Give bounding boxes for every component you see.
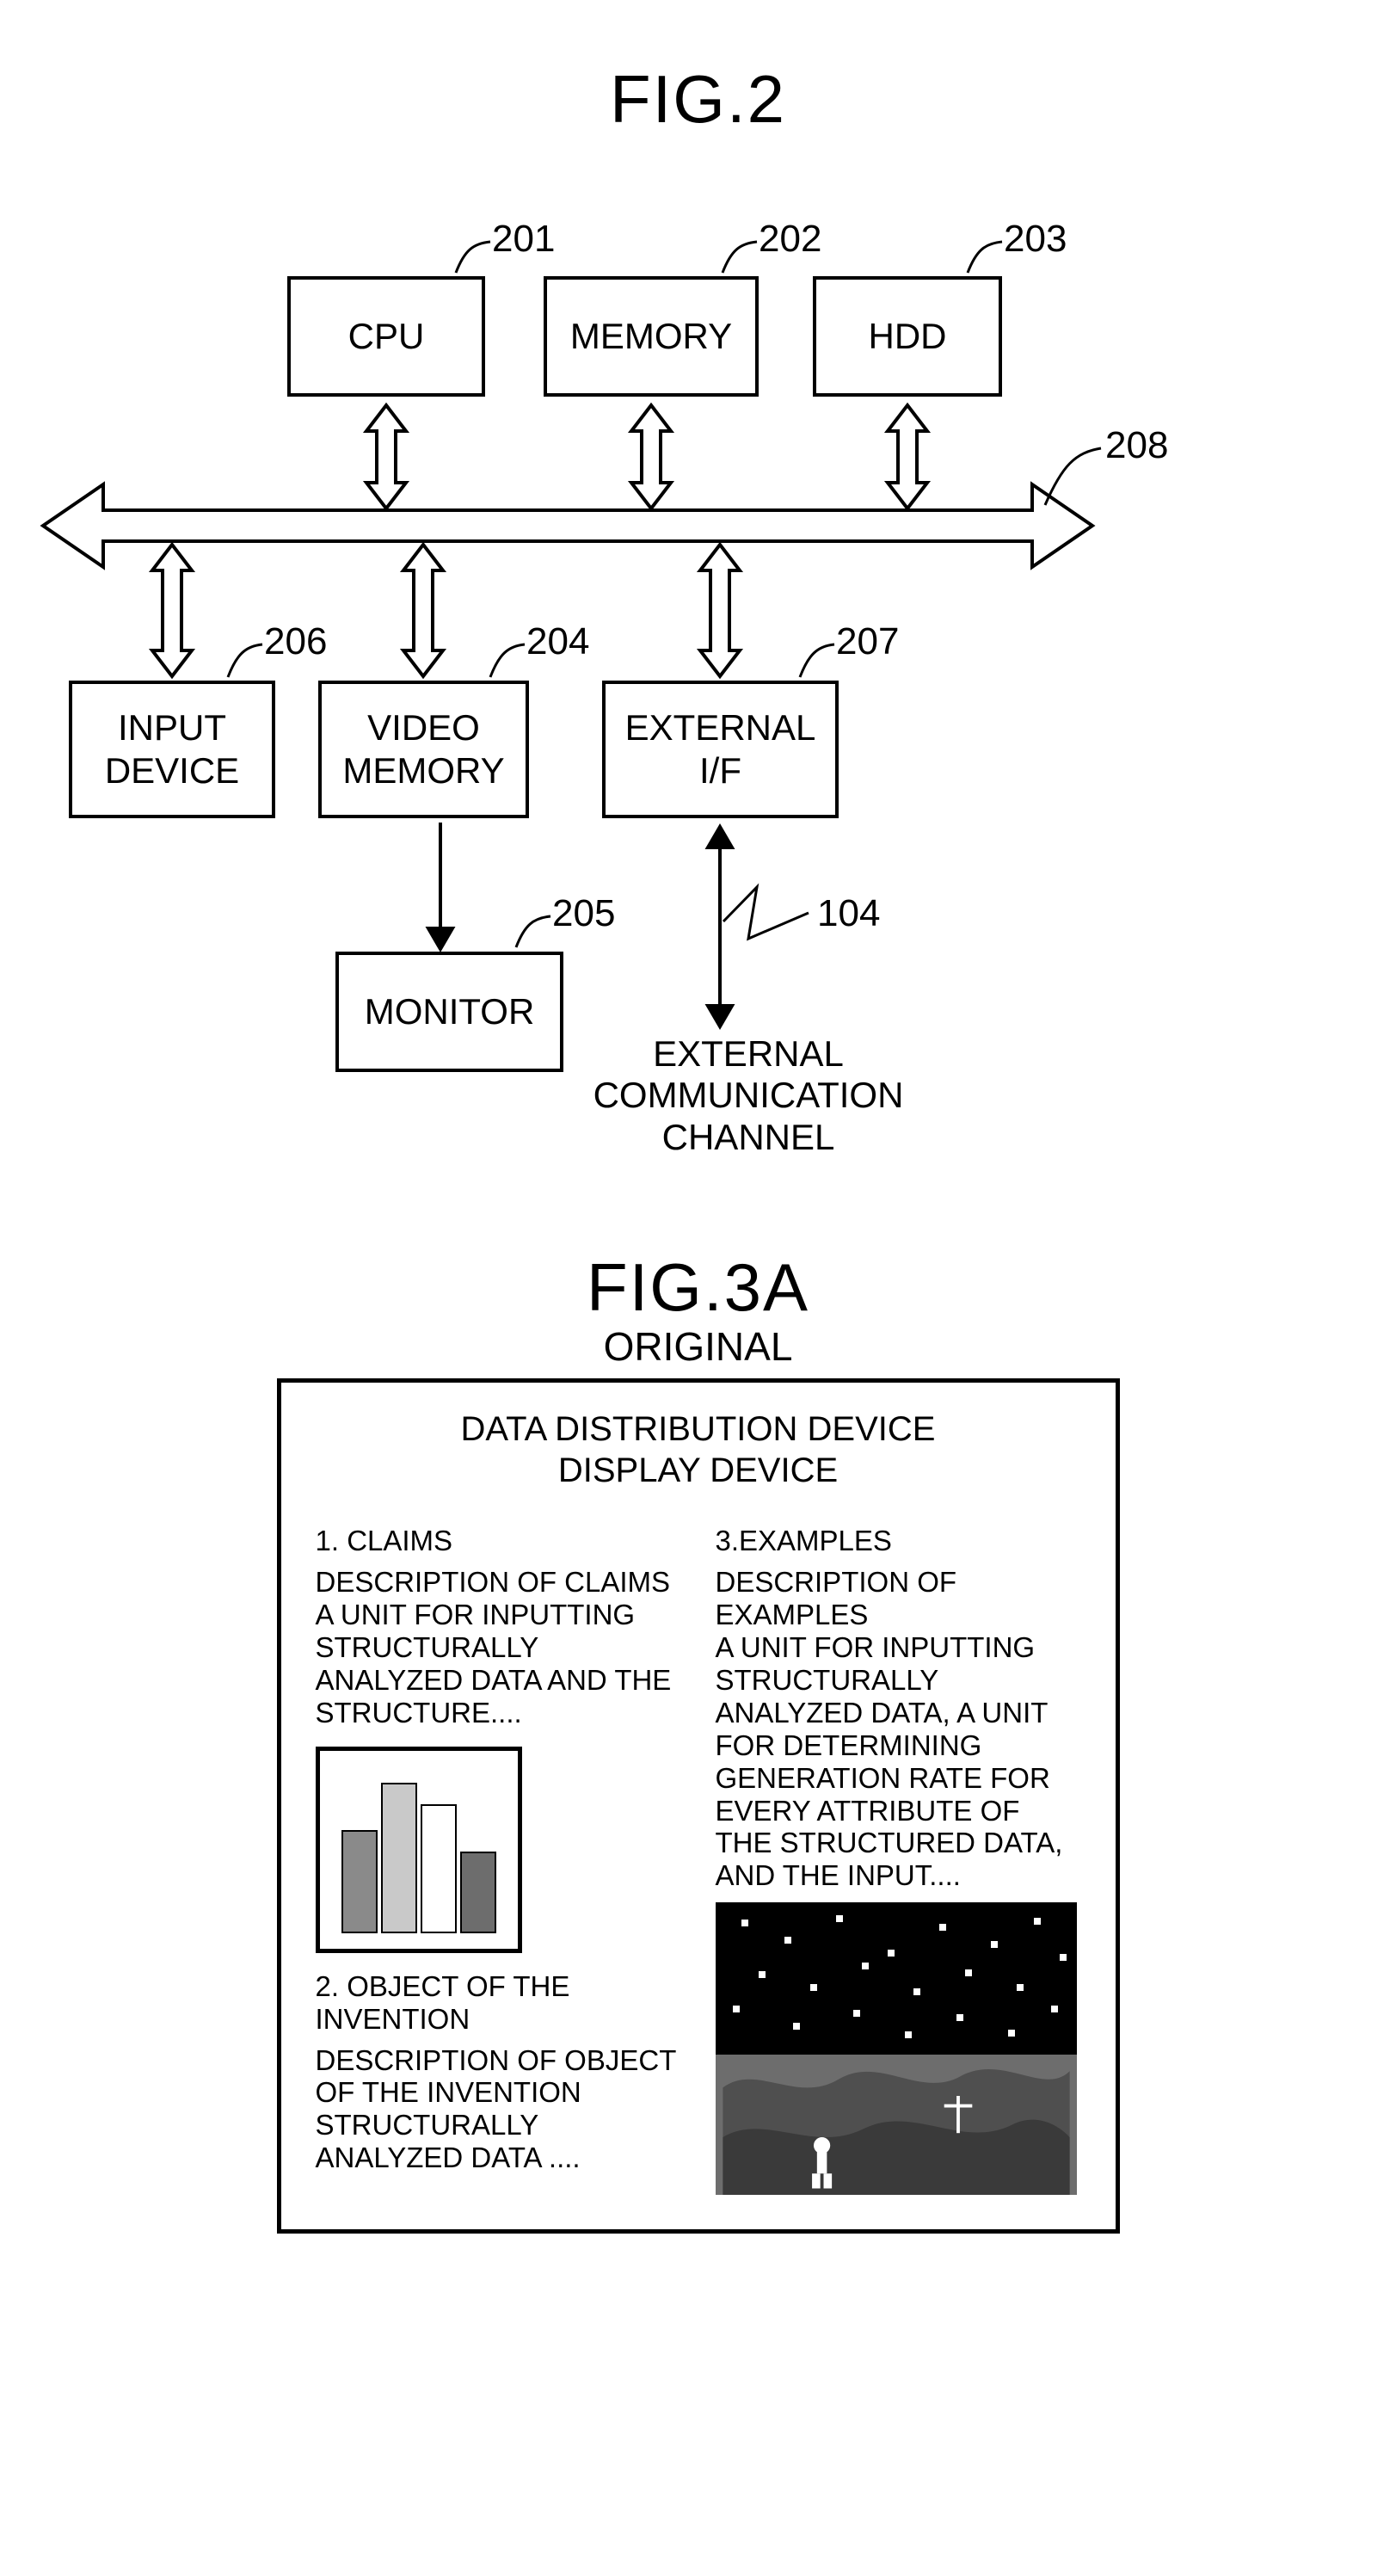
chart-bar-3 bbox=[460, 1852, 496, 1933]
star-icon bbox=[888, 1950, 895, 1957]
bus-arrow bbox=[43, 484, 1092, 567]
fig3a-right-col: 3.EXAMPLES DESCRIPTION OF EXAMPLES A UNI… bbox=[716, 1513, 1081, 2195]
star-icon bbox=[784, 1937, 791, 1944]
star-icon bbox=[836, 1915, 843, 1922]
ref-204: 204 bbox=[526, 620, 589, 663]
sec2-body: DESCRIPTION OF OBJECT OF THE INVENTION S… bbox=[316, 2044, 681, 2175]
ref-hook-202 bbox=[723, 242, 757, 273]
block-external-if-label: EXTERNAL I/F bbox=[625, 706, 816, 793]
fig3a-frame: DATA DISTRIBUTION DEVICE DISPLAY DEVICE … bbox=[277, 1378, 1120, 2234]
star-icon bbox=[810, 1984, 817, 1991]
chart-bar-1 bbox=[381, 1783, 417, 1933]
block-external-if: EXTERNAL I/F bbox=[602, 681, 839, 818]
arrow-cpu-bus bbox=[366, 405, 406, 508]
ref-hook-207 bbox=[800, 644, 834, 677]
sec1-body: DESCRIPTION OF CLAIMS A UNIT FOR INPUTTI… bbox=[316, 1566, 681, 1729]
chart-icon bbox=[316, 1747, 522, 1953]
block-cpu-label: CPU bbox=[348, 315, 425, 358]
photo-ground bbox=[716, 2055, 1077, 2195]
fig3a-header: DATA DISTRIBUTION DEVICE DISPLAY DEVICE bbox=[316, 1408, 1081, 1491]
arrow-videomem-bus bbox=[403, 545, 443, 676]
fig3a-title: FIG.3A bbox=[34, 1248, 1362, 1327]
block-input-device-label: INPUT DEVICE bbox=[105, 706, 239, 793]
star-icon bbox=[1017, 1984, 1024, 1991]
ref-hook-203 bbox=[968, 242, 1002, 273]
sec3-body: DESCRIPTION OF EXAMPLES A UNIT FOR INPUT… bbox=[716, 1566, 1081, 1892]
star-icon bbox=[905, 2031, 912, 2038]
arrow-extif-bus bbox=[700, 545, 740, 676]
sec2-title: 2. OBJECT OF THE INVENTION bbox=[316, 1970, 681, 2036]
ref-202: 202 bbox=[759, 218, 821, 261]
photo-sky bbox=[716, 1902, 1077, 2055]
fig3a-subtitle: ORIGINAL bbox=[34, 1323, 1362, 1370]
block-cpu: CPU bbox=[287, 276, 485, 397]
star-icon bbox=[853, 2010, 860, 2017]
ref-hook-206 bbox=[228, 644, 262, 677]
sec1-title: 1. CLAIMS bbox=[316, 1525, 681, 1557]
ref-hook-204 bbox=[490, 644, 525, 677]
fig2-diagram: CPU 201 MEMORY 202 HDD 203 208 INPUT DEV… bbox=[34, 164, 1362, 1197]
ref-hook-201 bbox=[456, 242, 490, 273]
fig3a-left-col: 1. CLAIMS DESCRIPTION OF CLAIMS A UNIT F… bbox=[316, 1513, 681, 2195]
block-input-device: INPUT DEVICE bbox=[69, 681, 275, 818]
external-channel-text: EXTERNAL COMMUNICATION CHANNEL bbox=[585, 1033, 912, 1158]
star-icon bbox=[991, 1941, 998, 1948]
ref-hook-104 bbox=[723, 887, 809, 939]
photo-ground-svg bbox=[716, 2055, 1077, 2195]
block-memory-label: MEMORY bbox=[570, 315, 732, 358]
star-icon bbox=[939, 1924, 946, 1931]
block-video-memory-label: VIDEO MEMORY bbox=[342, 706, 504, 793]
star-icon bbox=[733, 2006, 740, 2012]
block-hdd: HDD bbox=[813, 276, 1002, 397]
ref-hook-208 bbox=[1045, 448, 1101, 505]
star-icon bbox=[741, 1920, 748, 1926]
ref-104: 104 bbox=[817, 892, 880, 935]
arrow-input-bus bbox=[152, 545, 192, 676]
block-monitor-label: MONITOR bbox=[365, 990, 535, 1033]
block-video-memory: VIDEO MEMORY bbox=[318, 681, 529, 818]
ref-201: 201 bbox=[492, 218, 555, 261]
ref-203: 203 bbox=[1004, 218, 1067, 261]
block-monitor: MONITOR bbox=[335, 952, 563, 1072]
chart-bar-0 bbox=[341, 1830, 378, 1933]
arrow-memory-bus bbox=[631, 405, 671, 508]
ref-hook-205 bbox=[516, 916, 550, 947]
block-memory: MEMORY bbox=[544, 276, 759, 397]
fig3a-columns: 1. CLAIMS DESCRIPTION OF CLAIMS A UNIT F… bbox=[316, 1513, 1081, 2195]
fig2-title: FIG.2 bbox=[34, 60, 1362, 139]
photo-graphic bbox=[716, 1902, 1077, 2195]
star-icon bbox=[862, 1963, 869, 1969]
ref-205: 205 bbox=[552, 892, 615, 935]
star-icon bbox=[759, 1971, 766, 1978]
block-hdd-label: HDD bbox=[869, 315, 947, 358]
arrow-extif-channel bbox=[708, 827, 732, 1026]
star-icon bbox=[913, 1988, 920, 1995]
star-icon bbox=[1034, 1918, 1041, 1925]
ref-207: 207 bbox=[836, 620, 899, 663]
star-icon bbox=[965, 1969, 972, 1976]
star-icon bbox=[956, 2014, 963, 2021]
star-icon bbox=[793, 2023, 800, 2030]
star-icon bbox=[1051, 2006, 1058, 2012]
chart-bar-2 bbox=[421, 1804, 457, 1933]
arrow-videomem-monitor bbox=[428, 823, 452, 949]
star-icon bbox=[1060, 1954, 1067, 1961]
arrow-hdd-bus bbox=[888, 405, 927, 508]
sec3-title: 3.EXAMPLES bbox=[716, 1525, 1081, 1557]
ref-208: 208 bbox=[1105, 424, 1168, 467]
star-icon bbox=[1008, 2030, 1015, 2037]
ref-206: 206 bbox=[264, 620, 327, 663]
